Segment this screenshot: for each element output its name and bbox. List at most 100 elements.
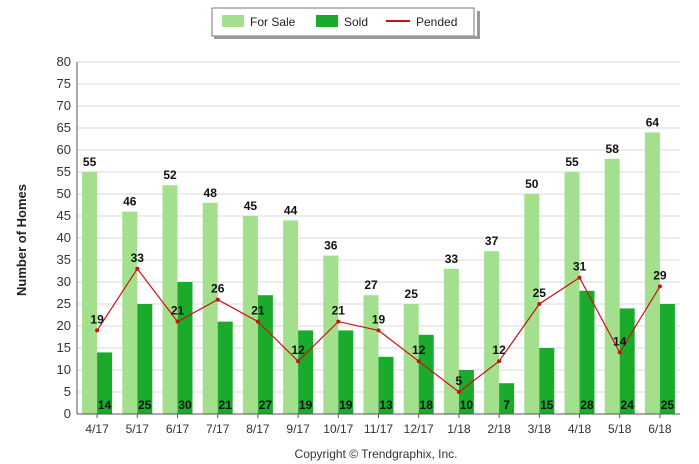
y-tick-label: 5 [64, 384, 71, 399]
pended-point [215, 297, 220, 302]
legend-swatch-sold [316, 15, 338, 27]
pended-line [95, 266, 662, 394]
bar-sold [97, 352, 113, 414]
data-label-sold: 30 [178, 398, 192, 412]
data-label-pended: 33 [131, 251, 145, 265]
data-label-for-sale: 37 [485, 234, 499, 248]
pended-point [537, 302, 542, 306]
bar-sold [659, 304, 675, 414]
bar-sold [539, 348, 555, 414]
data-label-sold: 28 [580, 398, 594, 412]
data-label-sold: 14 [98, 398, 112, 412]
data-labels: 55 14 46 25 52 30 48 21 45 27 44 19 36 19 27 13 25 18 33 10… [83, 115, 674, 412]
x-tick-label: 1/18 [447, 422, 471, 436]
legend-swatch-for-sale [222, 15, 244, 27]
data-label-sold: 25 [661, 398, 675, 412]
x-tick-label: 12/17 [404, 422, 434, 436]
pended-point [296, 359, 301, 364]
x-tick-label: 10/17 [323, 422, 353, 436]
data-label-for-sale: 58 [606, 142, 620, 156]
pended-point [175, 319, 180, 324]
pended-point [577, 275, 582, 280]
data-label-pended: 29 [653, 268, 667, 282]
bar-for-sale [524, 194, 540, 414]
bar-sold [298, 330, 314, 414]
data-label-sold: 19 [299, 398, 313, 412]
bar-for-sale [122, 211, 138, 414]
bar-for-sale [644, 132, 660, 414]
data-label-for-sale: 46 [123, 195, 137, 209]
x-tick-label: 3/18 [528, 422, 552, 436]
x-tick-label: 5/18 [608, 422, 632, 436]
bar-for-sale [484, 251, 500, 414]
y-tick-label: 80 [57, 54, 71, 69]
bar-for-sale [283, 220, 299, 414]
legend-box [211, 7, 475, 37]
legend-shadow-bottom [214, 36, 480, 39]
bar-sold [579, 290, 595, 414]
legend-label-for-sale: For Sale [250, 15, 296, 29]
y-axis-label: Number of Homes [14, 184, 29, 296]
data-label-sold: 21 [219, 398, 233, 412]
data-label-sold: 27 [259, 398, 273, 412]
bar-sold [418, 334, 434, 414]
x-tick-label: 2/18 [487, 422, 511, 436]
bar-for-sale [564, 172, 580, 414]
copyright-text: Copyright © Trendgraphix, Inc. [295, 447, 458, 461]
bar-for-sale [202, 202, 218, 414]
pended-point [255, 319, 260, 324]
y-tick-label: 60 [57, 142, 71, 157]
pended-point [657, 284, 662, 289]
data-label-for-sale: 27 [364, 278, 378, 292]
data-label-pended: 12 [412, 343, 426, 357]
data-label-for-sale: 36 [324, 239, 338, 253]
data-label-for-sale: 50 [525, 177, 539, 191]
x-tick-label: 4/18 [568, 422, 592, 436]
y-tick-label: 45 [57, 208, 71, 223]
data-label-sold: 15 [540, 398, 554, 412]
x-tick-label: 7/17 [206, 422, 230, 436]
data-label-for-sale: 45 [244, 199, 258, 213]
data-label-pended: 31 [573, 260, 587, 274]
data-label-pended: 21 [332, 304, 346, 318]
y-tick-label: 15 [57, 340, 71, 355]
data-label-sold: 24 [621, 398, 635, 412]
bar-sold [499, 383, 515, 414]
data-label-sold: 7 [503, 398, 510, 412]
data-label-pended: 19 [372, 312, 386, 326]
data-label-pended: 19 [90, 312, 104, 326]
bar-sold [137, 304, 153, 414]
y-tick-label: 65 [57, 120, 71, 135]
bar-for-sale [443, 268, 459, 414]
y-tick-label: 25 [57, 296, 71, 311]
pended-point [95, 328, 100, 333]
x-tick-label: 11/17 [364, 422, 393, 436]
x-tick-label: 4/17 [85, 422, 109, 436]
data-label-pended: 26 [211, 282, 225, 296]
data-label-pended: 25 [533, 286, 547, 300]
pended-point [617, 350, 622, 355]
data-label-pended: 5 [456, 374, 463, 388]
bar-for-sale [162, 185, 178, 414]
data-label-pended: 21 [251, 304, 265, 318]
bar-sold [217, 321, 233, 414]
bar-for-sale [604, 158, 620, 414]
data-label-for-sale: 55 [83, 155, 97, 169]
bar-for-sale [82, 172, 98, 414]
data-label-pended: 21 [171, 304, 185, 318]
data-label-for-sale: 48 [204, 186, 218, 200]
y-tick-label: 30 [57, 274, 71, 289]
y-axis-ticks: 0 5 10 15 20 25 30 35 40 45 50 55 60 65 70 75 80 [57, 54, 71, 421]
bar-sold [177, 282, 193, 414]
bar-for-sale [363, 295, 379, 414]
data-label-pended: 14 [613, 334, 627, 348]
pended-point [416, 359, 421, 364]
data-label-for-sale: 55 [565, 155, 579, 169]
x-tick-label: 5/17 [126, 422, 150, 436]
y-tick-label: 50 [57, 186, 71, 201]
y-tick-label: 55 [57, 164, 71, 179]
data-label-sold: 10 [460, 398, 474, 412]
x-tick-label: 8/17 [246, 422, 270, 436]
y-tick-label: 40 [57, 230, 71, 245]
